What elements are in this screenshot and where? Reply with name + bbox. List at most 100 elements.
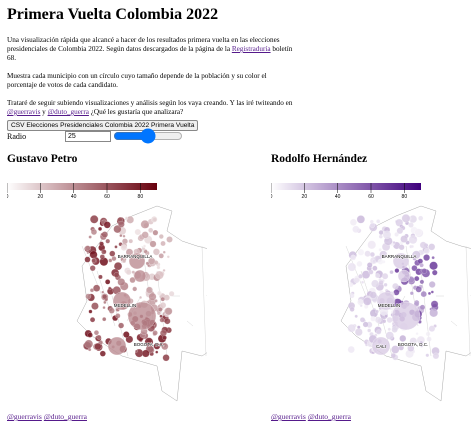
legend-tick-label: 40 [71, 194, 77, 200]
municipio [381, 273, 389, 280]
municipio [358, 274, 363, 279]
municipio [353, 277, 360, 284]
municipio [374, 316, 382, 324]
municipio [363, 297, 372, 306]
municipio [166, 255, 170, 259]
municipio [159, 302, 167, 309]
municipio [378, 280, 384, 286]
municipio [158, 307, 163, 312]
municipio [103, 300, 107, 304]
municipio [378, 230, 384, 235]
municipio [419, 279, 425, 285]
municipio [419, 241, 427, 249]
municipio [421, 268, 427, 274]
municipio [160, 297, 165, 302]
municipio [369, 222, 376, 228]
municipio [414, 228, 422, 236]
municipio [429, 308, 438, 318]
municipio [166, 236, 173, 243]
municipio [157, 290, 162, 296]
municipio [428, 243, 436, 251]
municipio [419, 304, 426, 311]
municipio [88, 348, 92, 352]
municipio [168, 291, 175, 297]
municipio [146, 286, 153, 294]
municipio [159, 314, 163, 318]
municipio [354, 314, 358, 318]
municipio [354, 328, 363, 336]
link[interactable]: Registraduría [231, 45, 271, 53]
department-border [420, 270, 432, 357]
municipio [382, 319, 387, 324]
radius-input[interactable] [65, 131, 111, 142]
municipio [102, 317, 107, 322]
municipio [426, 336, 432, 342]
link[interactable]: @guerravis [7, 412, 42, 421]
municipio [148, 292, 157, 301]
legend-tick-label: 60 [368, 194, 374, 200]
link[interactable]: @duto_guerra [43, 412, 87, 421]
municipio [428, 281, 436, 288]
legend-tick-label: 80 [138, 194, 144, 200]
municipio [432, 269, 438, 276]
municipio [89, 265, 96, 272]
municipio [141, 247, 146, 251]
municipio [377, 258, 384, 265]
municipio [400, 235, 408, 243]
paragraph: Trataré de seguir subiendo visualizacion… [7, 99, 297, 117]
municipio [118, 322, 125, 329]
municipio [143, 244, 146, 248]
download-button[interactable]: CSV Elecciones Presidenciales Colombia 2… [7, 120, 199, 131]
municipio [99, 350, 106, 357]
link[interactable]: @duto_guerra [307, 412, 351, 421]
legend-tick-label: 0 [271, 194, 273, 200]
municipio [99, 254, 105, 260]
city-label: CALI [376, 344, 386, 349]
municipio [89, 317, 96, 323]
link[interactable]: @guerravis [7, 108, 41, 116]
municipio [371, 336, 391, 356]
municipio [119, 234, 123, 238]
map-panel: 0 20 40 60 80 BARRANQUILLA MEDELLIN CALI BOGOTA,… [271, 183, 471, 402]
municipio [120, 244, 128, 251]
municipio [155, 350, 159, 354]
municipio [378, 234, 383, 239]
municipio [418, 215, 424, 221]
municipio [113, 272, 120, 278]
municipio [375, 273, 380, 279]
radius-slider[interactable] [113, 130, 183, 142]
map: BARRANQUILLA MEDELLIN BOGOTA, D.C. [76, 205, 207, 402]
link[interactable]: @guerravis [271, 412, 306, 421]
municipio [161, 342, 169, 350]
map-panel: 0 20 40 60 80 BARRANQUILLA MEDELLIN BOGOTA, D.C… [7, 183, 207, 402]
municipio [84, 256, 91, 263]
text: Una visualización rápida que alcancé a h… [7, 36, 280, 53]
intro: Una visualización rápida que alcancé a h… [7, 36, 297, 126]
municipio [151, 216, 158, 223]
municipio [415, 286, 422, 293]
municipio [152, 229, 159, 236]
municipio [428, 325, 436, 332]
municipio [122, 234, 126, 238]
footer-links: @guerravis @duto_guerra [7, 412, 89, 421]
municipio [153, 342, 161, 350]
municipio [375, 309, 379, 314]
municipio [361, 280, 365, 284]
municipio [160, 240, 166, 247]
municipio [407, 344, 415, 352]
municipio [108, 258, 113, 263]
municipio [105, 279, 111, 285]
municipio [370, 316, 376, 322]
municipio [98, 274, 103, 280]
municipio [409, 291, 414, 296]
municipio [152, 330, 158, 336]
map: BARRANQUILLA MEDELLIN CALI BOGOTA, D.C. [340, 205, 471, 402]
link[interactable]: @duto_guerra [47, 108, 89, 116]
municipio [99, 241, 104, 247]
legend-tick-label: 20 [38, 194, 44, 200]
municipio [410, 244, 414, 249]
candidate-name: Gustavo Petro [7, 153, 78, 165]
municipio [423, 254, 430, 261]
municipio [378, 248, 382, 252]
